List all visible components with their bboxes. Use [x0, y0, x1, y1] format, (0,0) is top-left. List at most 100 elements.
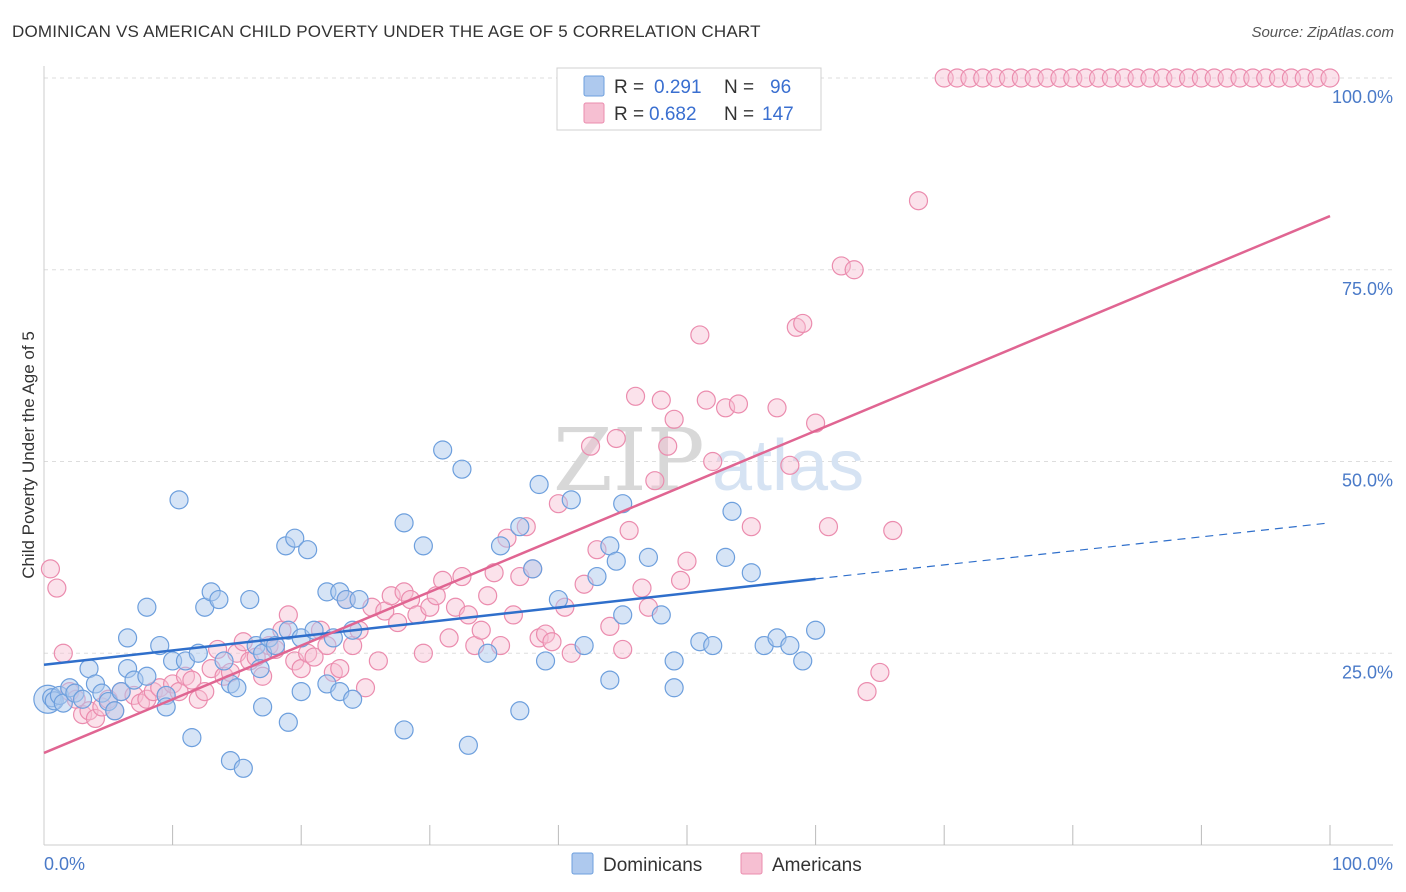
legend-r-value-americans: 0.682: [649, 104, 697, 125]
american-point: [606, 428, 626, 449]
dominican-point: [227, 678, 247, 698]
american-point: [767, 398, 787, 418]
dominican-point: [150, 635, 170, 656]
legend-r-label-dominicans: R =: [614, 77, 644, 98]
american-point: [780, 455, 800, 475]
dominican-point: [574, 635, 594, 656]
american-point: [664, 409, 684, 429]
american-point: [677, 551, 697, 571]
source-label: Source: ZipAtlas.com: [1251, 24, 1394, 41]
american-point: [304, 647, 324, 667]
dominican-point: [433, 440, 453, 460]
american-point: [40, 559, 61, 579]
american-point: [715, 398, 736, 418]
dominican-point: [137, 597, 157, 617]
dominican-point: [664, 678, 684, 698]
dominican-point: [111, 681, 131, 702]
american-point: [182, 670, 202, 690]
legend-r-label-americans: R =: [614, 104, 644, 125]
dominican-point: [606, 551, 626, 571]
x-tick-max: 100.0%: [1332, 854, 1393, 874]
y-tick-label-50: 50.0%: [1342, 471, 1393, 491]
dominican-point: [233, 758, 253, 778]
bottom-legend: Dominicans Americans: [571, 852, 862, 876]
dominican-point: [722, 501, 742, 521]
american-point: [645, 471, 665, 491]
dominican-point: [490, 536, 511, 556]
american-point: [670, 570, 691, 590]
american-point: [613, 639, 633, 660]
dominican-point: [278, 712, 298, 732]
axes: [43, 66, 1393, 846]
american-point: [388, 612, 408, 633]
y-axis-title: Child Poverty Under the Age of 5: [19, 331, 38, 579]
dominican-point: [117, 628, 138, 648]
dominican-point: [240, 589, 260, 610]
dominican-point: [805, 620, 826, 640]
american-point: [857, 681, 877, 702]
x-tick-min: 0.0%: [44, 854, 85, 874]
dominican-point: [529, 474, 549, 495]
dominican-point: [664, 651, 684, 671]
dominican-point: [349, 589, 369, 610]
dominican-point: [413, 536, 433, 556]
american-point: [394, 582, 414, 602]
grid: [44, 77, 1393, 654]
american-point: [831, 256, 851, 276]
y-tick-label-25: 25.0%: [1342, 662, 1393, 682]
dominican-point: [394, 720, 414, 740]
dominican-point: [510, 701, 530, 721]
american-point: [381, 586, 401, 606]
american-point: [413, 643, 433, 663]
bottom-legend-americans: Americans: [772, 855, 862, 876]
dominican-point: [510, 517, 530, 537]
dominicans-points: [33, 440, 826, 778]
dominican-point: [703, 635, 723, 656]
dominican-point: [780, 635, 800, 656]
dominican-point: [72, 689, 93, 709]
legend-n-value-dominicans: 96: [770, 77, 791, 98]
american-point: [355, 678, 376, 698]
legend-swatch-americans: [583, 102, 605, 124]
american-point: [137, 689, 157, 709]
watermark-atlas: atlas: [712, 426, 864, 506]
dominican-point: [793, 651, 813, 671]
american-point: [1320, 68, 1340, 88]
dominican-point: [523, 559, 543, 579]
americans-points: [40, 68, 1340, 729]
trend-lines: [43, 214, 1331, 755]
dominican-point: [209, 589, 229, 610]
american-point: [420, 597, 440, 617]
americans-trend-line: [43, 214, 1331, 755]
legend-n-label-americans: N =: [724, 104, 754, 125]
american-point: [793, 313, 813, 334]
american-point: [844, 260, 864, 280]
legend: R = 0.291 N = 96 R = 0.682 N = 147: [556, 67, 822, 131]
dominican-point: [182, 728, 202, 748]
american-point: [632, 578, 652, 598]
american-point: [478, 586, 498, 606]
dominicans-trend-extension: [815, 522, 1331, 580]
american-point: [908, 191, 929, 211]
dominican-point: [458, 735, 478, 755]
american-point: [741, 517, 761, 537]
american-point: [883, 520, 903, 541]
dominicans-trend-line: [43, 577, 816, 666]
legend-swatch-dominicans: [583, 75, 605, 97]
dominican-point: [715, 547, 736, 567]
american-point: [651, 390, 671, 410]
dominican-point: [343, 689, 363, 709]
american-point: [619, 520, 639, 541]
y-tick-label-75: 75.0%: [1342, 279, 1393, 299]
dominican-point: [291, 681, 311, 702]
dominican-point: [285, 528, 305, 548]
american-point: [658, 436, 678, 456]
dominican-point: [741, 563, 761, 583]
american-point: [188, 689, 208, 709]
dominican-point: [613, 605, 633, 625]
american-point: [439, 628, 459, 648]
dominican-point: [561, 490, 581, 510]
y-tick-labels: 25.0% 50.0% 75.0% 100.0%: [1332, 87, 1393, 682]
bottom-legend-dominicans: Dominicans: [603, 855, 702, 876]
american-point: [85, 708, 106, 729]
